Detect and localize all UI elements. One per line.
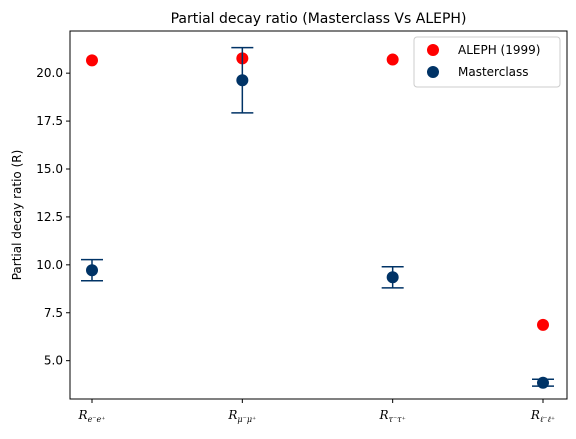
y-tick-label: 7.5 [44,306,63,320]
y-axis: 5.0 7.5 10.0 12.5 15.0 17.5 20.0 [36,66,70,368]
data-point [86,54,98,67]
data-point [236,74,249,87]
plot-area [69,30,568,400]
y-tick-label: 5.0 [44,354,63,368]
y-tick-label: 17.5 [36,114,63,128]
x-tick-label: Rℓ⁻ℓ⁺ [530,408,555,424]
legend-marker [427,66,439,78]
legend-box [413,36,561,88]
data-point [537,318,549,331]
legend-label: Masterclass [458,65,529,79]
y-tick-label: 12.5 [36,210,63,224]
y-tick-label: 10.0 [36,258,63,272]
data-point [537,376,549,389]
data-point [86,264,98,277]
legend-label: ALEPH (1999) [458,43,540,57]
y-tick-label: 15.0 [36,162,63,176]
chart-title: Partial decay ratio (Masterclass Vs ALEP… [171,11,467,27]
series-masterclass [81,46,554,389]
legend-marker [427,44,439,56]
legend: ALEPH (1999) Masterclass [413,36,561,88]
data-point [386,53,399,66]
x-tick-label: Rτ⁻τ⁺ [378,408,405,424]
y-axis-label: Partial decay ratio (R) [10,150,24,281]
y-tick-label: 20.0 [36,66,63,80]
series-aleph [86,52,549,331]
x-axis: Re⁻e⁺ Rμ⁻μ⁺ Rτ⁻τ⁺ Rℓ⁻ℓ⁺ [78,399,555,424]
x-tick-label: Re⁻e⁺ [78,408,106,424]
series-layer [81,46,554,389]
data-point [386,271,399,284]
plot-frame [69,30,568,400]
x-tick-label: Rμ⁻μ⁺ [227,408,256,424]
